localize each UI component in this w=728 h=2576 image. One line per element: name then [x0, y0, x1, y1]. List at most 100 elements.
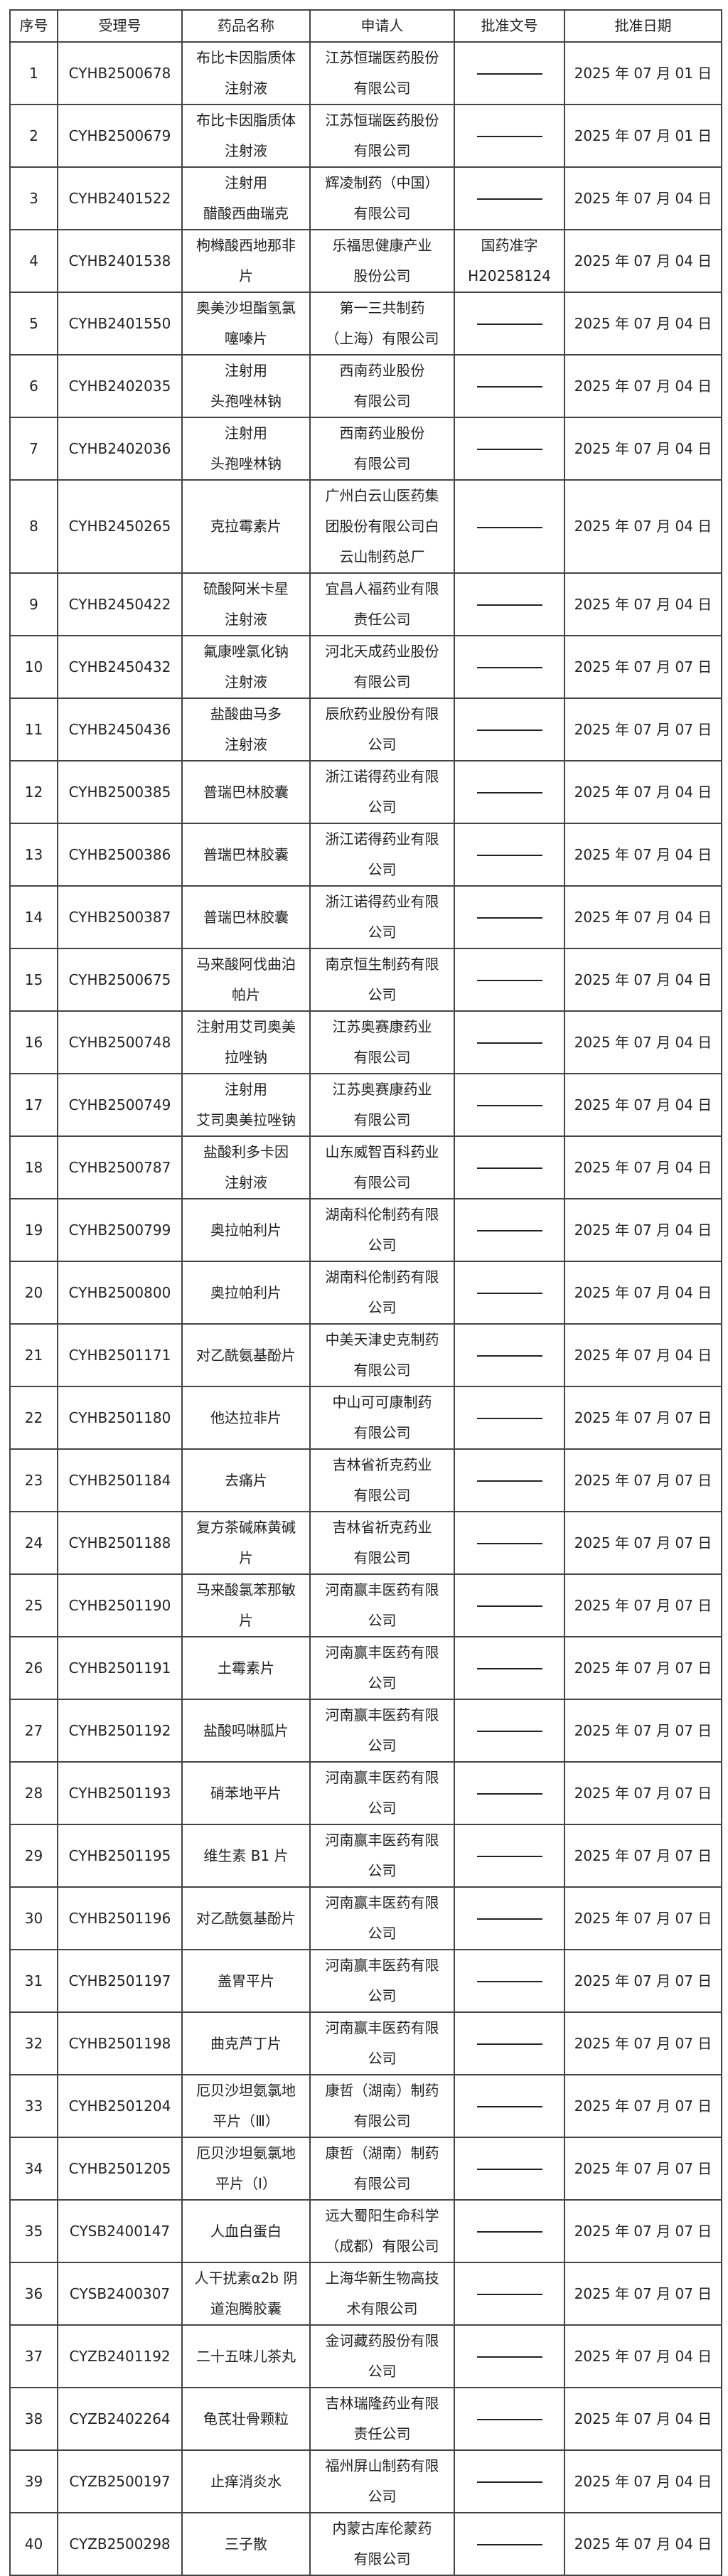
table-row: 16 CYHB2500748 注射用艾司奥美 拉唑钠 江苏奥赛康药业 有限公司 2025… [9, 1010, 722, 1074]
empty-dash [476, 2169, 542, 2170]
cell-approval-date: 2025 年 07 月 07 日 [564, 1886, 722, 1950]
cell-applicant: 第一三共制药 （上海）有限公司 [309, 292, 455, 356]
table-row: 37 CYZB2401192 二十五味儿茶丸 金诃藏药股份有限 公司 2025 年 07… [9, 2324, 722, 2388]
cell-drug-name: 奥美沙坦酯氢氯 噻嗪片 [181, 292, 311, 356]
cell-applicant: 康哲（湖南）制药 有限公司 [309, 2074, 455, 2138]
empty-dash [476, 1543, 542, 1544]
cell-approval-date: 2025 年 07 月 07 日 [564, 1448, 722, 1512]
cell-no: 1 [9, 41, 58, 105]
header-acceptance-no: 受理号 [57, 9, 183, 43]
table-row: 30 CYHB2501196 对乙酰氨基酚片 河南赢丰医药有限 公司 2025 年 07… [9, 1886, 722, 1950]
cell-no: 4 [9, 229, 58, 293]
cell-acceptance-no: CYHB2401550 [57, 292, 183, 356]
cell-approval-date: 2025 年 07 月 04 日 [564, 1135, 722, 1199]
cell-drug-name: 土霉素片 [181, 1636, 311, 1700]
cell-acceptance-no: CYHB2500678 [57, 41, 183, 105]
empty-dash [476, 1042, 542, 1044]
cell-approval-date: 2025 年 07 月 07 日 [564, 2074, 722, 2138]
table-row: 9 CYHB2450422 硫酸阿米卡星 注射液 宜昌人福药业有限 责任公司 2025 … [9, 572, 722, 636]
cell-approval-no [454, 572, 565, 636]
cell-acceptance-no: CYZB2500197 [57, 2449, 183, 2513]
cell-acceptance-no: CYHB2450436 [57, 698, 183, 761]
table-row: 38 CYZB2402264 龟芪壮骨颗粒 吉林瑞隆药业有限 责任公司 2025 年 0… [9, 2387, 722, 2451]
cell-approval-date: 2025 年 07 月 04 日 [564, 2449, 722, 2513]
cell-applicant: 河北天成药业股份 有限公司 [309, 635, 455, 699]
cell-no: 32 [9, 2011, 58, 2075]
cell-approval-date: 2025 年 07 月 07 日 [564, 1573, 722, 1637]
cell-approval-date: 2025 年 07 月 07 日 [564, 1824, 722, 1888]
cell-applicant: 广州白云山医药集 团股份有限公司白 云山制药总厂 [309, 479, 455, 574]
cell-no: 40 [9, 2512, 58, 2576]
cell-applicant: 西南药业股份 有限公司 [309, 417, 455, 481]
cell-no: 24 [9, 1511, 58, 1575]
cell-approval-no [454, 1135, 565, 1199]
cell-drug-name: 盐酸利多卡因 注射液 [181, 1135, 311, 1199]
cell-applicant: 湖南科伦制药有限 公司 [309, 1261, 455, 1325]
empty-dash [476, 526, 542, 528]
cell-no: 35 [9, 2199, 58, 2263]
cell-drug-name: 普瑞巴林胶囊 [181, 885, 311, 949]
cell-applicant: 宜昌人福药业有限 责任公司 [309, 572, 455, 636]
cell-approval-no [454, 760, 565, 824]
cell-applicant: 乐福思健康产业 股份公司 [309, 229, 455, 293]
cell-acceptance-no: CYHB2501204 [57, 2074, 183, 2138]
cell-drug-name: 人血白蛋白 [181, 2199, 311, 2263]
cell-acceptance-no: CYHB2500799 [57, 1198, 183, 1262]
cell-no: 31 [9, 1949, 58, 2013]
cell-approval-no [454, 1824, 565, 1888]
cell-no: 23 [9, 1448, 58, 1512]
cell-acceptance-no: CYZB2500298 [57, 2512, 183, 2576]
cell-no: 34 [9, 2137, 58, 2201]
cell-acceptance-no: CYHB2450432 [57, 635, 183, 699]
cell-applicant: 金诃藏药股份有限 公司 [309, 2324, 455, 2388]
cell-approval-date: 2025 年 07 月 04 日 [564, 229, 722, 293]
cell-approval-date: 2025 年 07 月 04 日 [564, 2387, 722, 2451]
cell-applicant: 康哲（湖南）制药 有限公司 [309, 2137, 455, 2201]
table-row: 17 CYHB2500749 注射用 艾司奥美拉唑钠 江苏奥赛康药业 有限公司 2025… [9, 1073, 722, 1137]
empty-dash [476, 855, 542, 856]
cell-drug-name: 布比卡因脂质体 注射液 [181, 104, 311, 168]
table-row: 33 CYHB2501204 厄贝沙坦氨氯地 平片（Ⅲ） 康哲（湖南）制药 有限公司 2… [9, 2074, 722, 2138]
table-row: 12 CYHB2500385 普瑞巴林胶囊 浙江诺得药业有限 公司 2025 年 07 … [9, 760, 722, 824]
approval-table: 序号 受理号 药品名称 申请人 批准文号 批准日期 1 CYHB2500678 布比… [9, 9, 722, 2576]
cell-drug-name: 注射用 醋酸西曲瑞克 [181, 166, 311, 230]
cell-approval-date: 2025 年 07 月 07 日 [564, 1699, 722, 1763]
cell-drug-name: 止痒消炎水 [181, 2449, 311, 2513]
cell-drug-name: 人干扰素α2b 阴 道泡腾胶囊 [181, 2262, 311, 2326]
cell-acceptance-no: CYHB2501196 [57, 1886, 183, 1950]
cell-drug-name: 曲克芦丁片 [181, 2011, 311, 2075]
cell-drug-name: 盖胃平片 [181, 1949, 311, 2013]
cell-no: 37 [9, 2324, 58, 2388]
cell-approval-date: 2025 年 07 月 04 日 [564, 948, 722, 1012]
table-body: 1 CYHB2500678 布比卡因脂质体 注射液 江苏恒瑞医药股份 有限公司 2025… [9, 41, 722, 2576]
cell-approval-date: 2025 年 07 月 04 日 [564, 572, 722, 636]
cell-acceptance-no: CYHB2401522 [57, 166, 183, 230]
cell-acceptance-no: CYHB2501198 [57, 2011, 183, 2075]
cell-no: 18 [9, 1135, 58, 1199]
table-row: 36 CYSB2400307 人干扰素α2b 阴 道泡腾胶囊 上海华新生物高技 术有限… [9, 2262, 722, 2326]
cell-no: 16 [9, 1010, 58, 1074]
table-row: 27 CYHB2501192 盐酸吗啉胍片 河南赢丰医药有限 公司 2025 年 07 … [9, 1699, 722, 1763]
cell-acceptance-no: CYSB2400147 [57, 2199, 183, 2263]
empty-dash [476, 1480, 542, 1482]
table-row: 25 CYHB2501190 马来酸氯苯那敏 片河南赢丰医药有限 公司 2025 年 … [9, 1573, 722, 1637]
cell-approval-date: 2025 年 07 月 04 日 [564, 760, 722, 824]
cell-approval-no [454, 1573, 565, 1637]
cell-acceptance-no: CYHB2500800 [57, 1261, 183, 1325]
table-row: 20 CYHB2500800 奥拉帕利片 湖南科伦制药有限 公司 2025 年 07 月… [9, 1261, 722, 1325]
cell-drug-name: 厄贝沙坦氨氯地 平片（Ⅰ） [181, 2137, 311, 2201]
empty-dash [476, 1981, 542, 1982]
cell-drug-name: 三子散 [181, 2512, 311, 2576]
table-row: 23 CYHB2501184 去痛片 吉林省祈克药业 有限公司 2025 年 07 月 … [9, 1448, 722, 1512]
empty-dash [476, 73, 542, 75]
cell-acceptance-no: CYHB2501195 [57, 1824, 183, 1888]
empty-dash [476, 2481, 542, 2483]
cell-approval-date: 2025 年 07 月 07 日 [564, 2011, 722, 2075]
cell-approval-no [454, 2262, 565, 2326]
empty-dash [476, 198, 542, 200]
table-row: 21 CYHB2501171 对乙酰氨基酚片 中美天津史克制药 有限公司 2025 年 … [9, 1323, 722, 1387]
cell-no: 6 [9, 354, 58, 418]
cell-drug-name: 普瑞巴林胶囊 [181, 823, 311, 887]
cell-applicant: 内蒙古库伦蒙药 有限公司 [309, 2512, 455, 2576]
cell-approval-no [454, 1886, 565, 1950]
